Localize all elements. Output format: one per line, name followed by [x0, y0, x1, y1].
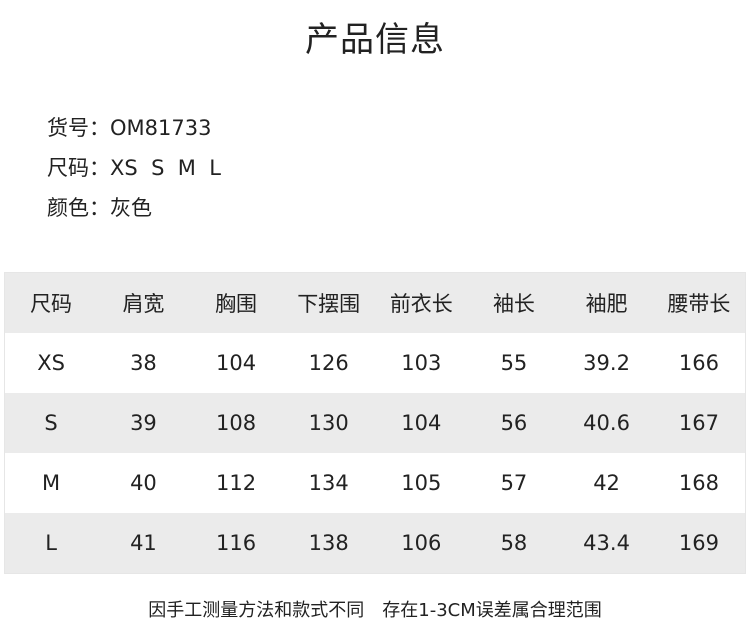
table-cell: 39.2	[583, 351, 630, 375]
table-cell: 168	[678, 471, 719, 495]
info-value: XS S M L	[110, 156, 221, 180]
measurement-note: 因手工测量方法和款式不同 存在1-3CM误差属合理范围	[148, 600, 602, 621]
table-cell: S	[44, 411, 58, 435]
table-cell: XS	[37, 351, 65, 375]
table-cell: L	[45, 531, 57, 555]
table-cell: 103	[401, 351, 442, 375]
table-cell: 57	[500, 471, 528, 495]
column-header: 前衣长	[389, 292, 453, 316]
table-cell: 38	[130, 351, 157, 375]
table-cell: 126	[308, 351, 349, 375]
table-header-row: 尺码 肩宽 胸围 下摆围 前衣长 袖长 袖肥 腰带长	[4, 272, 746, 333]
column-header: 腰带长	[667, 292, 731, 316]
table-cell: 134	[308, 471, 349, 495]
table-cell: 138	[308, 531, 349, 555]
page-title: 产品信息	[305, 20, 445, 60]
info-value: OM81733	[110, 116, 212, 140]
product-info: 货号：OM81733 尺码：XS S M L 颜色：灰色	[47, 108, 221, 228]
info-value: 灰色	[110, 196, 152, 220]
column-header: 尺码	[30, 292, 73, 316]
column-header: 袖长	[492, 292, 535, 316]
column-header: 袖肥	[585, 292, 628, 316]
table-cell: 169	[678, 531, 719, 555]
table-cell: 116	[216, 531, 257, 555]
table-row: S 39 108 130 104 56 40.6 167	[4, 393, 746, 453]
table-cell: 166	[678, 351, 719, 375]
table-row: M 40 112 134 105 57 42 168	[5, 453, 746, 513]
table-cell: 112	[216, 471, 257, 495]
info-item-color: 颜色：灰色	[47, 188, 221, 228]
table-cell: 104	[216, 351, 257, 375]
table-cell: 55	[500, 351, 528, 375]
table-cell: 167	[678, 411, 719, 435]
table-cell: 105	[401, 471, 442, 495]
table-cell: 42	[593, 471, 620, 495]
info-label: 颜色：	[47, 196, 110, 220]
table-cell: 106	[401, 531, 442, 555]
info-item-size: 尺码：XS S M L	[47, 148, 221, 188]
info-label: 尺码：	[47, 156, 110, 180]
table-cell: 56	[500, 411, 528, 435]
column-header: 胸围	[215, 292, 258, 316]
table-row: L 41 116 138 106 58 43.4 169	[4, 513, 746, 574]
table-cell: 108	[216, 411, 257, 435]
table-cell: M	[42, 471, 61, 495]
table-cell: 39	[130, 411, 157, 435]
table-cell: 40.6	[583, 411, 630, 435]
table-cell: 130	[308, 411, 349, 435]
table-row: XS 38 104 126 103 55 39.2 166	[5, 333, 746, 393]
table-cell: 41	[130, 531, 157, 555]
column-header: 下摆围	[297, 292, 361, 316]
info-item-number: 货号：OM81733	[47, 108, 221, 148]
info-label: 货号：	[47, 116, 110, 140]
column-header: 肩宽	[122, 292, 165, 316]
size-table: 尺码 肩宽 胸围 下摆围 前衣长 袖长 袖肥 腰带长 XS 38 104 126 103 55 39.2 1…	[4, 272, 746, 574]
table-cell: 40	[130, 471, 157, 495]
table-cell: 43.4	[583, 531, 630, 555]
table-cell: 58	[500, 531, 528, 555]
table-cell: 104	[401, 411, 442, 435]
